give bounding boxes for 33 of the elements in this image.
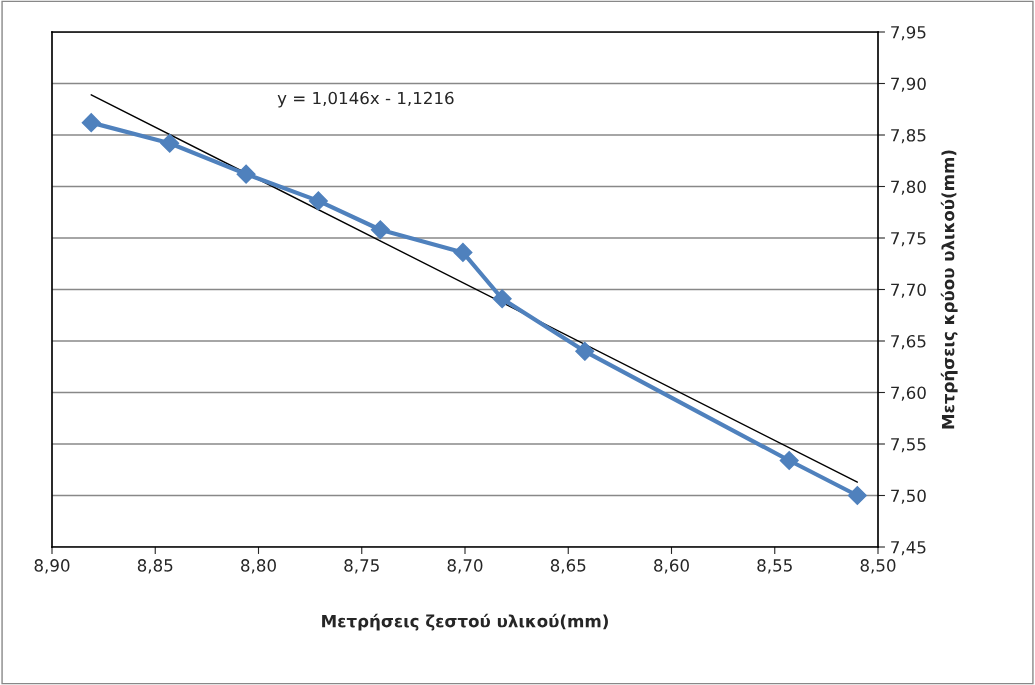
y-tick-label: 7,90	[891, 77, 926, 92]
x-tick-label: 8,65	[550, 559, 586, 574]
x-tick-label: 8,85	[137, 559, 173, 574]
y-tick-label: 7,85	[891, 128, 926, 144]
point	[370, 220, 390, 240]
x-tick-label: 8,50	[860, 559, 896, 574]
point	[779, 450, 799, 471]
y-tick-label: 7,50	[891, 489, 926, 504]
y-tick-label: 7,45	[891, 541, 926, 556]
point	[847, 485, 867, 506]
x-tick-label: 8,90	[34, 559, 70, 574]
x-tick-label: 8,75	[344, 559, 379, 574]
point	[81, 113, 101, 133]
y-axis-title: Μετρήσεις κρύου υλικού(mm)	[940, 150, 958, 429]
point	[453, 242, 473, 262]
point	[236, 164, 256, 184]
x-tick-label: 8,80	[241, 559, 276, 574]
y-tick-label: 7,60	[891, 386, 926, 401]
y-tick-label: 7,95	[891, 25, 926, 41]
y-tick-label: 7,75	[891, 232, 926, 247]
x-tick-label: 8,70	[447, 559, 483, 574]
y-tick-label: 7,70	[891, 283, 926, 298]
point	[160, 133, 180, 153]
x-tick-label: 8,60	[654, 559, 689, 574]
annotation: y = 1,0146x - 1,1216	[277, 91, 454, 108]
y-tick-label: 7,65	[891, 334, 926, 350]
point	[492, 289, 512, 309]
x-axis-title: Μετρήσεις ζεστού υλικού(mm)	[322, 613, 608, 631]
y-tick-label: 7,55	[891, 438, 926, 453]
x-tick-label: 8,55	[757, 559, 792, 574]
point	[308, 191, 328, 211]
y-tick-label: 7,80	[891, 180, 926, 195]
point	[575, 341, 595, 361]
